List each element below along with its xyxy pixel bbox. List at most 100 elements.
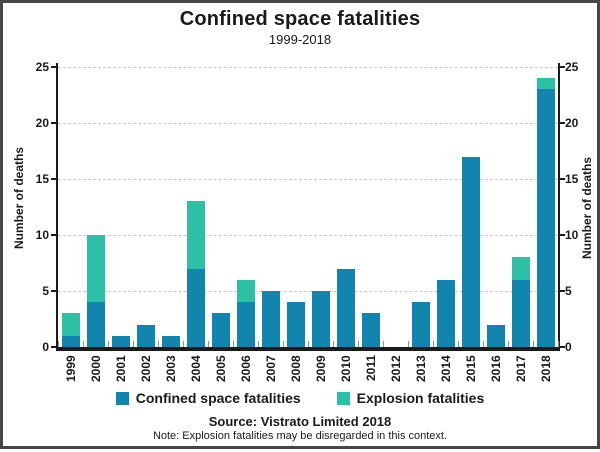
y-tick-left-10 — [51, 234, 56, 236]
bar-2017-confined — [511, 279, 530, 347]
bar-2000-confined — [86, 302, 105, 347]
x-axis-boundary-tick — [458, 341, 459, 347]
bar-2002-confined — [136, 324, 155, 347]
x-tick-label-2003: 2003 — [163, 355, 178, 382]
x-axis-boundary-tick — [208, 341, 209, 347]
bar-2004-explosion — [186, 201, 205, 269]
bar-2014-confined — [436, 279, 455, 347]
x-tick-label-2013: 2013 — [413, 355, 428, 382]
chart-legend: Confined space fatalities Explosion fatal… — [3, 390, 597, 406]
y-tick-left-0 — [51, 346, 56, 348]
bar-2003-confined — [161, 335, 180, 347]
x-tick-label-2011: 2011 — [363, 355, 378, 382]
y-tick-label-left-25: 25 — [35, 60, 49, 74]
bar-1999-explosion — [61, 313, 80, 336]
bar-2013-confined — [411, 302, 430, 347]
legend-label: Explosion fatalities — [356, 390, 485, 406]
x-tick-label-2009: 2009 — [313, 355, 328, 382]
bar-1999-confined — [61, 335, 80, 347]
bar-2000-explosion — [86, 235, 105, 303]
x-tick-label-2014: 2014 — [438, 355, 453, 382]
gridline-5 — [58, 291, 558, 292]
y-tick-right-0 — [560, 346, 565, 348]
x-tick-label-2008: 2008 — [288, 355, 303, 382]
y-tick-label-left-0: 0 — [42, 340, 49, 354]
y-axis-line-left — [56, 63, 58, 351]
gridline-15 — [58, 179, 558, 180]
x-axis-boundary-tick — [133, 341, 134, 347]
x-axis-boundary-tick — [333, 341, 334, 347]
x-tick-label-2001: 2001 — [113, 355, 128, 382]
x-tick-label-2017: 2017 — [513, 355, 528, 382]
legend-item-0: Confined space fatalities — [115, 390, 301, 406]
x-axis-boundary-tick — [108, 341, 109, 347]
x-axis-boundary-tick — [483, 341, 484, 347]
y-tick-right-10 — [560, 234, 565, 236]
x-axis-line — [56, 347, 560, 351]
bar-2005-confined — [211, 313, 230, 347]
bar-2006-explosion — [236, 279, 255, 303]
x-tick-label-2002: 2002 — [138, 355, 153, 382]
y-tick-label-left-10: 10 — [35, 228, 49, 242]
bar-2011-confined — [361, 313, 380, 347]
source-text: Source: Vistrato Limited 2018 — [208, 414, 392, 429]
bar-2006-confined — [236, 302, 255, 347]
x-axis-boundary-tick — [158, 341, 159, 347]
x-axis-boundary-tick — [233, 341, 234, 347]
bar-2017-explosion — [511, 257, 530, 280]
x-axis-boundary-tick — [358, 341, 359, 347]
x-tick-label-2004: 2004 — [188, 355, 203, 382]
x-tick-label-1999: 1999 — [63, 355, 78, 382]
bar-2008-confined — [286, 302, 305, 347]
y-tick-right-5 — [560, 290, 565, 292]
x-axis-boundary-tick — [408, 341, 409, 347]
legend-item-1: Explosion fatalities — [336, 390, 485, 406]
bar-2001-confined — [111, 335, 130, 347]
y-tick-left-5 — [51, 290, 56, 292]
x-tick-label-2015: 2015 — [463, 355, 478, 382]
plot-area: Number of deaths Number of deaths 0 0 5 5 10… — [3, 3, 600, 452]
gridline-25 — [58, 67, 558, 68]
bar-2018-confined — [536, 89, 555, 347]
x-axis-boundary-tick — [83, 341, 84, 347]
y-tick-left-25 — [51, 66, 56, 68]
y-tick-label-left-15: 15 — [35, 172, 49, 186]
x-tick-label-2012: 2012 — [388, 355, 403, 382]
bar-2018-explosion — [536, 78, 555, 90]
y-tick-right-25 — [560, 66, 565, 68]
bar-2009-confined — [311, 291, 330, 347]
legend-swatch-icon — [336, 391, 350, 405]
note-text: Note: Explosion fatalities may be disreg… — [152, 430, 448, 442]
x-axis-boundary-tick — [283, 341, 284, 347]
x-tick-label-2018: 2018 — [538, 355, 553, 382]
bar-2004-confined — [186, 268, 205, 347]
y-tick-label-left-20: 20 — [35, 116, 49, 130]
x-axis-boundary-tick — [508, 341, 509, 347]
x-tick-label-2006: 2006 — [238, 355, 253, 382]
y-tick-label-left-5: 5 — [42, 284, 49, 298]
y-tick-right-15 — [560, 178, 565, 180]
y-tick-label-right-10: 10 — [565, 228, 579, 242]
x-axis-boundary-tick — [433, 341, 434, 347]
y-axis-line-right — [558, 63, 560, 351]
y-tick-left-20 — [51, 122, 56, 124]
y-tick-left-15 — [51, 178, 56, 180]
y-tick-right-20 — [560, 122, 565, 124]
x-tick-label-2016: 2016 — [488, 355, 503, 382]
x-axis-boundary-tick — [533, 341, 534, 347]
x-axis-boundary-tick — [258, 341, 259, 347]
legend-swatch-icon — [115, 391, 129, 405]
y-tick-label-right-20: 20 — [565, 116, 579, 130]
y-tick-label-right-5: 5 — [565, 284, 572, 298]
gridline-10 — [58, 235, 558, 236]
y-axis-title-right: Number of deaths — [580, 157, 594, 260]
y-tick-label-right-15: 15 — [565, 172, 579, 186]
gridline-20 — [58, 123, 558, 124]
x-axis-boundary-tick — [308, 341, 309, 347]
bar-2016-confined — [486, 324, 505, 347]
x-tick-label-2010: 2010 — [338, 355, 353, 382]
bar-2010-confined — [336, 268, 355, 347]
chart-subtitle: 1999-2018 — [268, 32, 332, 47]
x-tick-label-2007: 2007 — [263, 355, 278, 382]
